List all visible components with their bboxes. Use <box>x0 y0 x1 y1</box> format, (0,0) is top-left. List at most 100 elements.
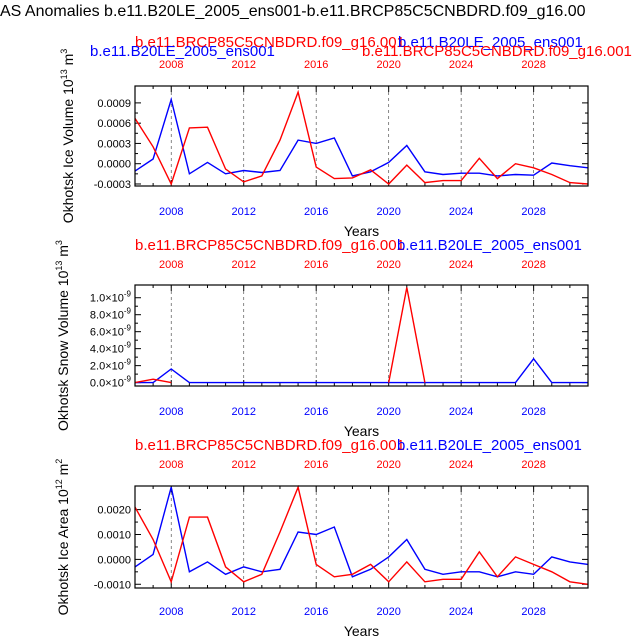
y-axis-label-part: m <box>55 245 71 261</box>
x-tick-label-bottom: 2028 <box>521 206 545 218</box>
y-tick-mantissa: 2.0×10 <box>90 361 124 373</box>
plot-frame <box>134 485 589 589</box>
x-tick-label-bottom: 2028 <box>521 606 545 618</box>
y-axis-label-part: m <box>55 464 71 480</box>
x-tick-label-top: 2016 <box>304 59 328 71</box>
y-tick-label: 0.0006 <box>97 118 131 130</box>
y-tick-label: 0.0000 <box>97 159 131 171</box>
x-tick-label-bottom: 2028 <box>521 406 545 418</box>
x-tick-label-bottom: 2012 <box>231 406 255 418</box>
y-tick-label: 0.0×10-9 <box>90 375 132 390</box>
x-tick-label-top: 2012 <box>231 259 255 271</box>
series-line-blue <box>134 487 589 578</box>
x-tick-label-bottom: 2020 <box>376 606 400 618</box>
x-tick-label-bottom: 2020 <box>376 206 400 218</box>
y-tick-label: -0.0003 <box>94 179 131 191</box>
chart-title-red-right: b.e11.BRCP85C5CNBDRD.f09_g16.001 <box>362 43 632 60</box>
y-axis-label: Okhotsk Snow Volume 1013 m3 <box>54 240 71 431</box>
x-tick-label-bottom: 2016 <box>304 206 328 218</box>
y-tick-label: 4.0×10-9 <box>90 341 132 356</box>
x-tick-label-top: 2024 <box>449 259 473 271</box>
y-axis-label-part: m <box>60 54 76 70</box>
x-tick-label-top: 2028 <box>521 59 545 71</box>
y-axis-label-part: 12 <box>54 479 64 489</box>
x-tick-label-top: 2008 <box>159 459 183 471</box>
x-tick-label-top: 2008 <box>159 59 183 71</box>
y-tick-label: 0.0009 <box>97 98 131 110</box>
y-tick-label: 0.0003 <box>97 138 131 150</box>
x-tick-label-bottom: 2012 <box>231 206 255 218</box>
chart-title-red: b.e11.BRCP85C5CNBDRD.f09_g16.001 <box>135 237 405 254</box>
x-axis-label: Years <box>344 423 379 439</box>
page-title: AS Anomalies b.e11.B20LE_2005_ens001-b.e… <box>0 3 586 20</box>
x-tick-label-top: 2020 <box>376 459 400 471</box>
x-tick-label-bottom: 2024 <box>449 406 473 418</box>
y-tick-label: 1.0×10-9 <box>90 290 132 305</box>
y-axis-label: Okhotsk Ice Area 1012 m2 <box>54 459 71 616</box>
chart-title-blue: b.e11.B20LE_2005_ens001 <box>90 43 275 60</box>
y-axis-label: Okhotsk Ice Volume 1013 m3 <box>59 49 76 224</box>
chart-title-blue-right: b.e11.B20LE_2005_ens001 <box>398 34 583 51</box>
series-line-red <box>134 484 589 585</box>
chart-2: b.e11.BRCP85C5CNBDRD.f09_g16.001b.e11.B2… <box>54 237 589 439</box>
x-axis-label: Years <box>344 623 379 638</box>
y-tick-label: 0.0000 <box>97 554 131 566</box>
x-tick-label-top: 2028 <box>521 259 545 271</box>
x-tick-label-bottom: 2016 <box>304 606 328 618</box>
x-tick-label-bottom: 2008 <box>159 406 183 418</box>
y-axis-label-part: 13 <box>54 261 64 271</box>
y-axis-label-part: 2 <box>54 459 64 464</box>
y-axis-label-part: Okhotsk Snow Volume 10 <box>55 270 71 431</box>
y-axis-label-part: Okhotsk Ice Area 10 <box>55 489 71 615</box>
y-tick-exponent: -9 <box>124 307 132 316</box>
x-tick-label-bottom: 2008 <box>159 206 183 218</box>
y-axis-label-part: 13 <box>59 69 69 79</box>
y-tick-label: 8.0×10-9 <box>90 307 132 322</box>
y-tick-label: -0.0010 <box>94 579 131 591</box>
y-tick-exponent: -9 <box>124 341 132 350</box>
series-line-blue <box>135 357 588 384</box>
x-tick-label-top: 2012 <box>231 459 255 471</box>
x-tick-label-top: 2024 <box>449 459 473 471</box>
plot-frame <box>134 284 589 387</box>
y-tick-exponent: -9 <box>124 358 132 367</box>
series-line-red <box>388 287 426 383</box>
y-tick-mantissa: 4.0×10 <box>90 344 124 356</box>
plot-frame <box>134 85 589 187</box>
x-tick-label-top: 2016 <box>304 459 328 471</box>
y-tick-label: 2.0×10-9 <box>90 358 132 373</box>
x-tick-label-top: 2028 <box>521 459 545 471</box>
x-tick-label-top: 2020 <box>376 259 400 271</box>
chart-title-blue: b.e11.B20LE_2005_ens001 <box>397 437 582 454</box>
x-axis-label: Years <box>344 223 379 239</box>
chart-title-red: b.e11.BRCP85C5CNBDRD.f09_g16.001 <box>135 437 405 454</box>
x-tick-label-bottom: 2024 <box>449 606 473 618</box>
y-axis-label-part: 3 <box>54 240 64 245</box>
series-line-red <box>134 378 172 384</box>
x-tick-label-top: 2024 <box>449 59 473 71</box>
x-tick-label-top: 2016 <box>304 259 328 271</box>
chart-title-red: b.e11.BRCP85C5CNBDRD.f09_g16.001 <box>135 34 405 51</box>
chart-3: b.e11.BRCP85C5CNBDRD.f09_g16.001b.e11.B2… <box>54 437 589 638</box>
y-tick-exponent: -9 <box>124 324 132 333</box>
x-tick-label-bottom: 2024 <box>449 206 473 218</box>
x-tick-label-top: 2012 <box>231 59 255 71</box>
y-axis-label-part: Okhotsk Ice Volume 10 <box>60 79 76 223</box>
y-tick-mantissa: 8.0×10 <box>90 310 124 322</box>
x-tick-label-bottom: 2012 <box>231 606 255 618</box>
x-tick-label-bottom: 2020 <box>376 406 400 418</box>
y-tick-label: 0.0010 <box>97 530 131 542</box>
x-tick-label-bottom: 2016 <box>304 406 328 418</box>
y-tick-mantissa: 0.0×10 <box>90 378 124 390</box>
x-tick-label-bottom: 2008 <box>159 606 183 618</box>
x-tick-label-top: 2020 <box>376 59 400 71</box>
y-tick-mantissa: 1.0×10 <box>90 293 124 305</box>
chart-1: b.e11.BRCP85C5CNBDRD.f09_g16.001b.e11.B2… <box>59 34 632 239</box>
y-axis-label-part: 3 <box>59 49 69 54</box>
chart-title-blue: b.e11.B20LE_2005_ens001 <box>397 237 582 254</box>
y-tick-label: 0.0020 <box>97 505 131 517</box>
x-tick-label-top: 2008 <box>159 259 183 271</box>
series-line-red <box>134 89 589 186</box>
y-tick-exponent: -9 <box>124 290 132 299</box>
